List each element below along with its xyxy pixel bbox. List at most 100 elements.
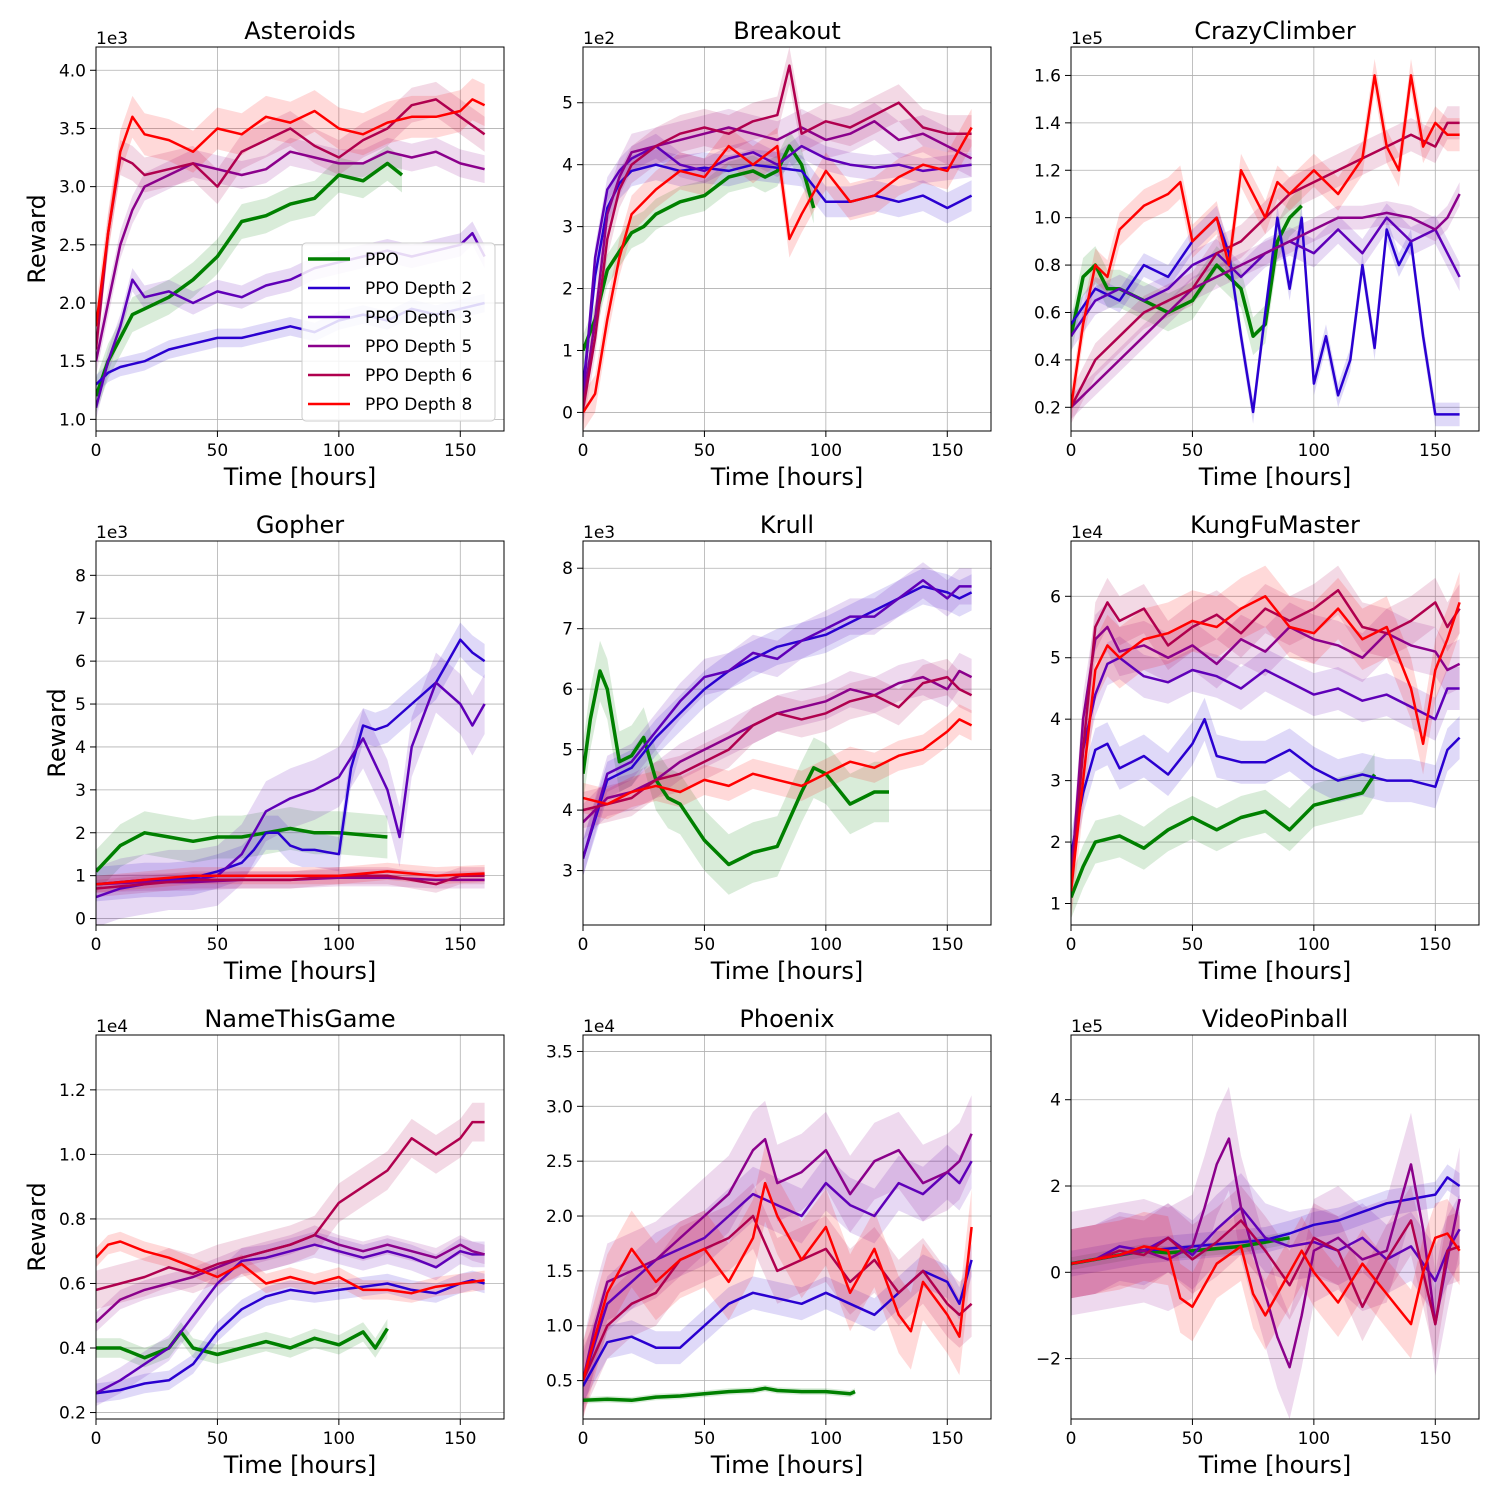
kungfumaster-line-ppo-depth-6	[1071, 588, 1461, 892]
gopher-line-ppo	[96, 826, 388, 873]
breakout-line-ppo-depth-8	[583, 126, 973, 414]
gopher-xtick-label-1: 50	[207, 935, 229, 955]
panel-videopinball: 0 50 100 150 −2 0 2 4 VideoPinball 1e5 Time [hours…	[1036, 1005, 1480, 1479]
crazyclimber-line-ppo-depth-6	[1071, 121, 1460, 408]
breakout-ytick-label-5: 5	[562, 94, 573, 114]
breakout-xtick-label-0: 0	[578, 441, 589, 461]
kungfumaster-band-ppo	[1071, 753, 1375, 919]
phoenix-band-ppo-depth-3	[583, 1133, 972, 1408]
legend-label-ppo-depth-3: PPO Depth 3	[365, 308, 472, 328]
namethisgame-ytick-label-5: 1.2	[59, 1081, 86, 1101]
krull-title: Krull	[760, 511, 814, 539]
videopinball-line-ppo-depth-3	[1071, 1206, 1461, 1283]
crazyclimber-xtick-label-1: 50	[1182, 441, 1204, 461]
namethisgame-xtick-label-2: 100	[323, 1429, 355, 1449]
legend-label-ppo-depth-5: PPO Depth 5	[365, 337, 472, 357]
gopher-title: Gopher	[256, 511, 344, 539]
crazyclimber-band-ppo	[1071, 186, 1302, 356]
namethisgame-ytick-label-0: 0.2	[59, 1404, 86, 1424]
kungfumaster-band-ppo-depth-6	[1071, 565, 1460, 916]
asteroids-line-ppo	[96, 161, 404, 397]
crazyclimber-title: CrazyClimber	[1194, 17, 1356, 45]
krull-xtick-label-3: 150	[931, 935, 963, 955]
phoenix-ytick-label-2: 1.5	[546, 1262, 573, 1282]
asteroids-xtick-label-2: 100	[323, 441, 355, 461]
videopinball-xtick-label-2: 100	[1298, 1429, 1330, 1449]
phoenix-xtick-label-2: 100	[810, 1429, 842, 1449]
namethisgame-xtick-label-0: 0	[91, 1429, 102, 1449]
namethisgame-multiplier: 1e4	[96, 1017, 128, 1037]
videopinball-line-ppo-depth-8	[1071, 1232, 1461, 1326]
kungfumaster-xtick-label-0: 0	[1066, 935, 1077, 955]
breakout-ytick-label-0: 0	[562, 403, 573, 423]
legend-box	[301, 242, 496, 422]
videopinball-ytick-label-2: 2	[1050, 1177, 1061, 1197]
krull-ytick-label-4: 7	[562, 620, 573, 640]
videopinball-ytick-label-0: −2	[1036, 1350, 1061, 1370]
namethisgame-line-ppo-depth-6	[96, 1120, 485, 1292]
crazyclimber-xlabel: Time [hours]	[1198, 463, 1352, 491]
namethisgame-ytick-label-3: 0.8	[59, 1210, 86, 1230]
gopher-ytick-label-8: 8	[75, 566, 86, 586]
phoenix-ytick-label-0: 0.5	[546, 1372, 573, 1392]
breakout-band-ppo-depth-3	[583, 133, 972, 413]
crazyclimber-band-ppo-depth-3	[1071, 203, 1460, 351]
krull-ytick-label-3: 6	[562, 680, 573, 700]
videopinball-xtick-label-1: 50	[1182, 1429, 1204, 1449]
crazyclimber-line-ppo-depth-5	[1071, 193, 1461, 409]
asteroids-band-ppo-depth-8	[96, 78, 485, 348]
phoenix-xtick-label-0: 0	[578, 1429, 589, 1449]
videopinball-line-ppo-depth-5	[1071, 1137, 1461, 1369]
kungfumaster-band-ppo-depth-2	[1071, 697, 1460, 876]
gopher-line-ppo-depth-3	[96, 681, 486, 899]
namethisgame-title: NameThisGame	[204, 1005, 395, 1033]
panel-krull: 0 50 100 150 3 4 5 6 7 8 Krull 1e3 Time [hours]	[562, 511, 992, 985]
gopher-ytick-label-5: 5	[75, 695, 86, 715]
legend-label-ppo-depth-6: PPO Depth 6	[365, 366, 472, 386]
kungfumaster-multiplier: 1e4	[1071, 523, 1103, 543]
gopher-plot-area	[96, 622, 486, 925]
asteroids-ytick-label-4: 3.0	[59, 178, 86, 198]
phoenix-multiplier: 1e4	[583, 1017, 615, 1037]
namethisgame-band-ppo-depth-8	[96, 1231, 485, 1303]
kungfumaster-plot-area	[1071, 565, 1461, 922]
namethisgame-axes-frame	[95, 1034, 505, 1420]
phoenix-line-ppo-depth-2	[583, 1259, 973, 1387]
videopinball-band-ppo-depth-3	[1071, 1173, 1460, 1316]
kungfumaster-title: KungFuMaster	[1190, 511, 1360, 539]
namethisgame-ytick-label-1: 0.4	[59, 1339, 86, 1359]
krull-line-ppo-depth-2	[583, 585, 973, 859]
breakout-band-ppo-depth-6	[583, 47, 972, 428]
phoenix-ytick-label-1: 1.0	[546, 1317, 573, 1337]
gopher-ylabel: Reward	[43, 688, 71, 777]
videopinball-ytick-label-1: 0	[1050, 1263, 1061, 1283]
krull-axes-frame	[582, 540, 992, 926]
videopinball-line-ppo-depth-6	[1071, 1219, 1461, 1326]
gopher-band-ppo-depth-3	[96, 652, 485, 925]
krull-ytick-label-0: 3	[562, 862, 573, 882]
videopinball-xtick-label-3: 150	[1419, 1429, 1451, 1449]
breakout-ytick-label-2: 2	[562, 280, 573, 300]
phoenix-ytick-label-5: 3.0	[546, 1097, 573, 1117]
krull-ytick-label-5: 8	[562, 559, 573, 579]
kungfumaster-xtick-label-1: 50	[1182, 935, 1204, 955]
videopinball-plot-area	[1071, 1086, 1461, 1419]
asteroids-ytick-label-0: 1.0	[59, 410, 86, 430]
phoenix-line-ppo-depth-6	[583, 1214, 973, 1382]
gopher-ytick-label-2: 2	[75, 824, 86, 844]
gopher-ytick-label-4: 4	[75, 738, 86, 758]
asteroids-xtick-label-1: 50	[207, 441, 229, 461]
krull-line-ppo-depth-8	[583, 718, 973, 806]
krull-band-ppo-depth-3	[583, 562, 972, 877]
videopinball-band-ppo-depth-5	[1071, 1086, 1460, 1419]
panel-crazyclimber: 0 50 100 150 0.2 0.4 0.6 0.8 1.0 1.2 1.4 1.6 CrazyCl…	[1034, 17, 1480, 491]
kungfumaster-axes-frame	[1070, 540, 1480, 926]
breakout-line-ppo-depth-5	[583, 120, 973, 407]
legend-label-ppo-depth-2: PPO Depth 2	[365, 279, 472, 299]
breakout-band-ppo-depth-5	[583, 102, 972, 425]
videopinball-band-ppo-depth-6	[1071, 1186, 1460, 1359]
crazyclimber-ytick-label-4: 1.0	[1034, 209, 1061, 229]
krull-xtick-label-2: 100	[810, 935, 842, 955]
asteroids-ytick-label-1: 1.5	[59, 352, 86, 372]
